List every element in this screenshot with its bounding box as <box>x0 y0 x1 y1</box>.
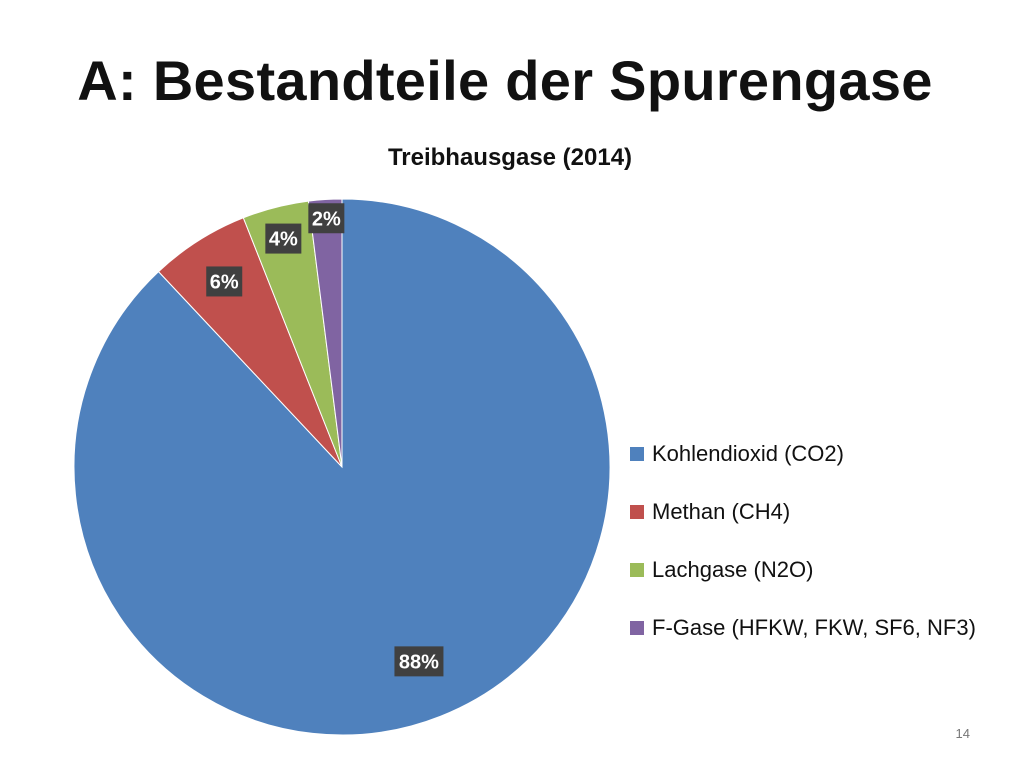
legend-label-ch4: Methan (CH4) <box>652 499 791 524</box>
legend-swatch-fgase <box>630 621 644 635</box>
legend-item-co2: Kohlendioxid (CO2) <box>630 425 976 483</box>
legend-item-n2o: Lachgase (N2O) <box>630 541 976 599</box>
data-label-text-co2: 88% <box>399 651 439 673</box>
slide-title: A: Bestandteile der Spurengase <box>77 49 933 112</box>
data-label-text-fgase: 2% <box>312 208 341 230</box>
legend-item-fgase: F-Gase (HFKW, FKW, SF6, NF3) <box>630 599 976 657</box>
legend-swatch-ch4 <box>630 505 644 519</box>
page-number: 14 <box>955 726 970 741</box>
chart-title: Treibhausgase (2014) <box>387 144 633 171</box>
data-label-box-n2o <box>265 223 302 254</box>
pie-data-labels: 88% 6% 4% 2% <box>206 203 444 677</box>
data-label-text-ch4: 6% <box>210 271 239 293</box>
pie-slice-fgase <box>307 198 343 468</box>
data-label-co2: 88% <box>394 646 444 677</box>
data-label-n2o: 4% <box>265 223 302 254</box>
data-label-text-n2o: 4% <box>269 229 298 251</box>
legend-label-co2: Kohlendioxid (CO2) <box>652 441 844 466</box>
data-label-box-co2 <box>394 646 444 677</box>
data-label-fgase: 2% <box>308 203 345 234</box>
legend-swatch-n2o <box>630 563 644 577</box>
pie-slices <box>73 198 611 736</box>
legend-item-ch4: Methan (CH4) <box>630 483 976 541</box>
legend-label-n2o: Lachgase (N2O) <box>652 557 814 582</box>
legend-label-fgase: F-Gase (HFKW, FKW, SF6, NF3) <box>652 615 976 640</box>
legend-swatch-co2 <box>630 447 644 461</box>
data-label-box-fgase <box>308 203 345 234</box>
legend: Kohlendioxid (CO2) Methan (CH4) Lachgase… <box>630 425 976 657</box>
data-label-box-ch4 <box>206 266 243 297</box>
data-label-ch4: 6% <box>206 266 243 297</box>
